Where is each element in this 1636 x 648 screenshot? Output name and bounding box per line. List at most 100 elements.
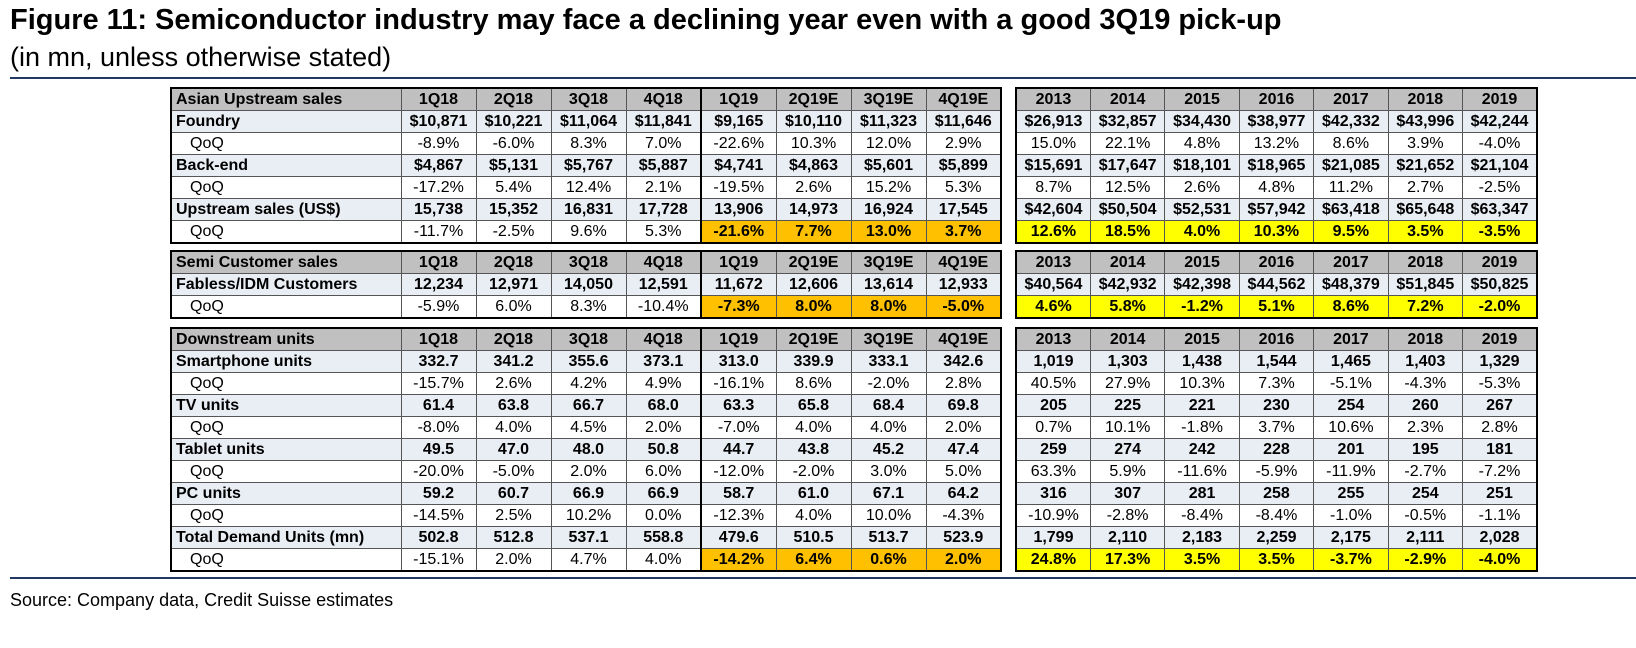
cell: 2Q19E (775, 87, 852, 111)
row: PC units 59.2 60.7 66.9 66.9 58.7 61.0 67.1 64.2 (170, 482, 1002, 505)
cell: -2.5% (475, 220, 552, 244)
cell: 2.1% (625, 176, 702, 199)
quarterly-table: Asian Upstream sales 1Q18 2Q18 3Q18 4Q18 1Q19… (170, 87, 1002, 244)
row: QoQ -8.0% 4.0% 4.5% 2.0% -7.0% 4.0% 4.0% 2.0% (170, 416, 1002, 439)
cell: 558.8 (625, 526, 702, 549)
cell: -4.0% (1462, 548, 1538, 572)
row: Upstream sales (US$) 15,738 15,352 16,831 17… (170, 198, 1002, 221)
cell: 3Q19E (850, 87, 927, 111)
cell: 7.3% (1238, 372, 1315, 395)
cell: 2.0% (475, 548, 552, 572)
cell: 341.2 (475, 350, 552, 373)
row: QoQ -11.7% -2.5% 9.6% 5.3% -21.6% 7.7% 13.0% 3.7… (170, 220, 1002, 244)
row: QoQ -5.9% 6.0% 8.3% -10.4% -7.3% 8.0% 8.0% -5.0% (170, 295, 1002, 319)
cell: 12.0% (850, 132, 927, 155)
cell: 5.8% (1089, 295, 1166, 319)
cell: 2.0% (550, 460, 627, 483)
cell: -5.3% (1462, 372, 1538, 395)
cell: 22.1% (1089, 132, 1166, 155)
cell: 267 (1462, 394, 1538, 417)
cell: -14.2% (700, 548, 777, 572)
cell: 502.8 (400, 526, 477, 549)
cell: 24.8% (1015, 548, 1091, 572)
row: Downstream units 1Q18 2Q18 3Q18 4Q18 1Q19 2Q19… (170, 327, 1002, 351)
cell: 18.5% (1089, 220, 1166, 244)
cell: 274 (1089, 438, 1166, 461)
cell: 2,259 (1238, 526, 1315, 549)
cell: 13.2% (1238, 132, 1315, 155)
cell: 3.7% (925, 220, 1002, 244)
cell: $38,977 (1238, 110, 1315, 133)
cell: 5.0% (925, 460, 1002, 483)
cell: TV units (170, 394, 402, 417)
cell: 205 (1015, 394, 1091, 417)
cell: 0.0% (625, 504, 702, 527)
cell: 7.2% (1387, 295, 1464, 319)
quarterly-table: Semi Customer sales 1Q18 2Q18 3Q18 4Q18 1Q19 2… (170, 250, 1002, 319)
quarterly-table: Downstream units 1Q18 2Q18 3Q18 4Q18 1Q19 2Q19… (170, 327, 1002, 572)
cell: 195 (1387, 438, 1464, 461)
cell: QoQ (170, 504, 402, 527)
cell: 58.7 (700, 482, 777, 505)
cell: $40,564 (1015, 273, 1091, 296)
cell: 1Q19 (700, 250, 777, 274)
title: Figure 11: Semiconductor industry may fa… (10, 4, 1282, 36)
cell: -15.7% (400, 372, 477, 395)
cell: 355.6 (550, 350, 627, 373)
cell: -5.9% (1238, 460, 1315, 483)
cell: 16,924 (850, 198, 927, 221)
cell: 0.7% (1015, 416, 1091, 439)
cell: $5,601 (850, 154, 927, 177)
cell: 4.8% (1164, 132, 1240, 155)
row: 40.5% 27.9% 10.3% 7.3% -5.1% -4.3% -5.3% (1015, 372, 1538, 395)
cell: 12,234 (400, 273, 477, 296)
cell: 12.4% (550, 176, 627, 199)
cell: 12,591 (625, 273, 702, 296)
cell: 3Q18 (550, 250, 627, 274)
cell: -6.0% (475, 132, 552, 155)
cell: 3.5% (1238, 548, 1315, 572)
cell: Foundry (170, 110, 402, 133)
row: $40,564 $42,932 $42,398 $44,562 $48,379 $51,8… (1015, 273, 1538, 296)
row: 63.3% 5.9% -11.6% -5.9% -11.9% -2.7% -7.2% (1015, 460, 1538, 483)
cell: $42,932 (1089, 273, 1166, 296)
cell: 2013 (1015, 250, 1091, 274)
cell: $63,347 (1462, 198, 1538, 221)
cell: $4,741 (700, 154, 777, 177)
cell: $21,104 (1462, 154, 1538, 177)
cell: 2.5% (475, 504, 552, 527)
cell: 2.8% (1462, 416, 1538, 439)
cell: -11.6% (1164, 460, 1240, 483)
cell: 2.9% (925, 132, 1002, 155)
row: 2013 2014 2015 2016 2017 2018 2019 (1015, 87, 1538, 111)
cell: 3Q18 (550, 327, 627, 351)
cell: 4Q18 (625, 250, 702, 274)
cell: QoQ (170, 460, 402, 483)
cell: QoQ (170, 132, 402, 155)
row: Tablet units 49.5 47.0 48.0 50.8 44.7 43.8 45.2… (170, 438, 1002, 461)
row: 12.6% 18.5% 4.0% 10.3% 9.5% 3.5% -3.5% (1015, 220, 1538, 244)
cell: 13,906 (700, 198, 777, 221)
cell: 1Q18 (400, 87, 477, 111)
cell: 2.7% (1387, 176, 1464, 199)
cell: 8.0% (850, 295, 927, 319)
cell: 61.0 (775, 482, 852, 505)
cell: $48,379 (1313, 273, 1389, 296)
cell: 3.5% (1164, 548, 1240, 572)
cell: -4.0% (1462, 132, 1538, 155)
cell: 4.0% (1164, 220, 1240, 244)
cell: -7.0% (700, 416, 777, 439)
cell: 10.6% (1313, 416, 1389, 439)
cell: $52,531 (1164, 198, 1240, 221)
cell: 17,728 (625, 198, 702, 221)
cell: 17,545 (925, 198, 1002, 221)
cell: 60.7 (475, 482, 552, 505)
cell: Semi Customer sales (170, 250, 402, 274)
row: Fabless/IDM Customers 12,234 12,971 14,050 1… (170, 273, 1002, 296)
cell: 15,738 (400, 198, 477, 221)
cell: 12.5% (1089, 176, 1166, 199)
cell: $5,767 (550, 154, 627, 177)
cell: 2013 (1015, 87, 1091, 111)
cell: 2014 (1089, 87, 1166, 111)
cell: 67.1 (850, 482, 927, 505)
